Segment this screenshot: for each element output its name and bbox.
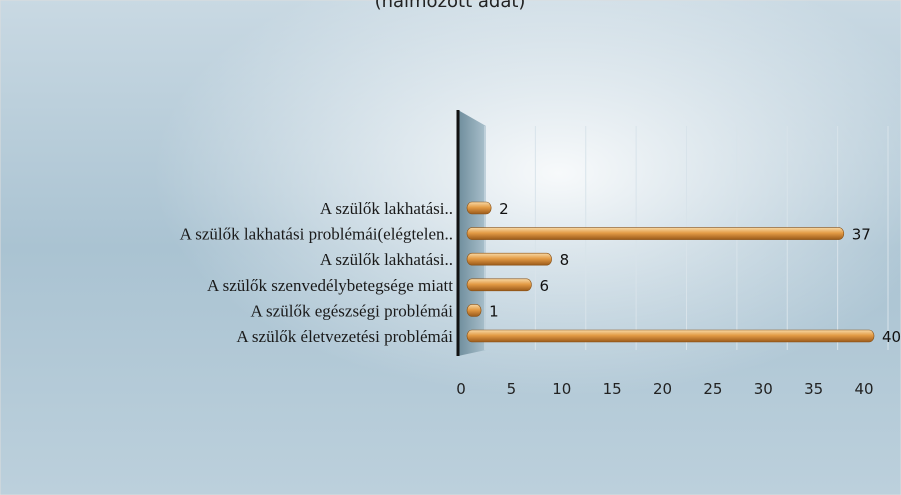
y-tick-label: A szülők lakhatási problémái(elégtelen..: [180, 225, 453, 244]
value-label: 6: [539, 277, 549, 295]
x-tick-label: 25: [703, 380, 722, 398]
value-label: 37: [852, 226, 871, 244]
chart-title: (halmozott adat): [375, 0, 526, 12]
x-tick-label: 30: [754, 380, 773, 398]
bar: [466, 252, 552, 266]
x-tick-label: 35: [804, 380, 823, 398]
bar: [466, 201, 492, 215]
value-label: 2: [499, 200, 509, 218]
bar: [466, 227, 845, 240]
y-tick-label: A szülők szenvedélybetegsége miatt: [207, 276, 453, 295]
x-tick-label: 5: [507, 380, 517, 398]
value-label: 1: [489, 302, 499, 320]
bar: [466, 304, 482, 317]
y-tick-label: A szülők egészségi problémái: [250, 301, 453, 320]
x-tick-label: 0: [456, 380, 466, 398]
y-tick-label: A szülők lakhatási..: [320, 250, 453, 269]
x-tick-label: 15: [603, 380, 622, 398]
x-tick-label: 10: [552, 380, 571, 398]
bar: [466, 278, 532, 292]
y-tick-label: A szülők lakhatási..: [320, 199, 453, 218]
y-tick-label: A szülők életvezetési problémái: [236, 327, 453, 346]
x-tick-label: 40: [854, 380, 873, 398]
value-label: 40: [882, 328, 901, 346]
value-label: 8: [560, 251, 570, 269]
bar: [466, 329, 875, 343]
x-tick-label: 20: [653, 380, 672, 398]
